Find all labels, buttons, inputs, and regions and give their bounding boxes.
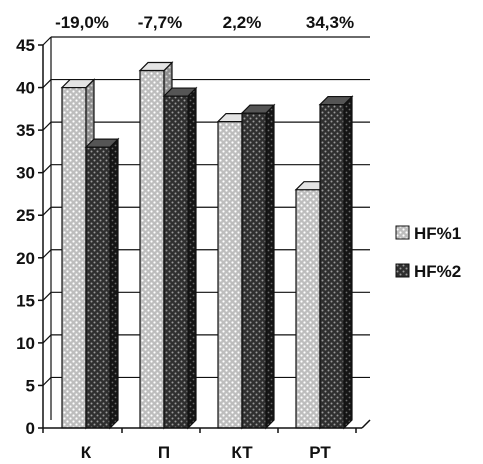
bar-HF%2-П — [162, 86, 198, 430]
change-label: 2,2% — [223, 13, 262, 32]
y-tick-label: 15 — [16, 291, 35, 310]
bar-top — [60, 78, 96, 89]
gridline-side — [42, 164, 52, 174]
bar-front — [217, 120, 243, 429]
y-tick-label: 30 — [16, 164, 35, 183]
y-tick-label: 25 — [16, 206, 35, 225]
change-label: 34,3% — [306, 13, 354, 32]
gridline-side — [42, 377, 52, 386]
gridline-side — [42, 79, 52, 88]
gridline-side — [42, 249, 52, 259]
x-tick-label: КТ — [231, 443, 253, 462]
y-tick-label: 10 — [16, 334, 35, 353]
bar-front — [61, 86, 87, 429]
bar-front — [295, 189, 321, 429]
bar-side — [187, 86, 197, 430]
legend-label: HF%1 — [414, 224, 461, 243]
gridline-side — [42, 121, 52, 131]
bar-front — [85, 146, 111, 429]
bar-top — [240, 104, 276, 114]
gridline-side — [42, 291, 52, 301]
bar-side — [343, 95, 353, 430]
bar-front — [139, 69, 165, 429]
gridline-side — [42, 334, 52, 344]
y-tick-label: 35 — [16, 121, 35, 140]
x-tick-label: П — [158, 443, 170, 462]
bar-front — [319, 103, 345, 429]
bar-side — [109, 137, 119, 430]
bar-HF%2-КТ — [240, 103, 276, 430]
bar-top — [318, 95, 354, 106]
bar-front — [163, 95, 189, 429]
legend-swatch — [395, 225, 410, 240]
legend-swatch — [395, 263, 410, 278]
change-label: -19,0% — [55, 13, 109, 32]
legend-label: HF%2 — [414, 262, 461, 281]
legend-item: HF%2 — [395, 262, 461, 281]
legend-item: HF%1 — [395, 224, 461, 243]
bar-top — [162, 87, 198, 97]
bar-top — [138, 61, 174, 72]
x-tick-label: К — [81, 443, 92, 462]
x-axis-depth — [361, 419, 371, 429]
gridline-side — [42, 206, 52, 216]
bar-side — [265, 103, 275, 430]
y-tick-label: 0 — [26, 419, 35, 438]
change-label: -7,7% — [138, 13, 182, 32]
gridline-side — [42, 36, 52, 46]
bar-front — [241, 112, 267, 429]
bar-top — [84, 138, 120, 148]
y-tick-label: 5 — [26, 376, 35, 395]
bar-HF%2-РТ — [318, 95, 354, 430]
y-tick-label: 45 — [16, 36, 35, 55]
bar-HF%2-К — [84, 137, 120, 430]
y-tick-label: 20 — [16, 249, 35, 268]
x-tick-label: РТ — [309, 443, 331, 462]
y-tick-label: 40 — [16, 79, 35, 98]
